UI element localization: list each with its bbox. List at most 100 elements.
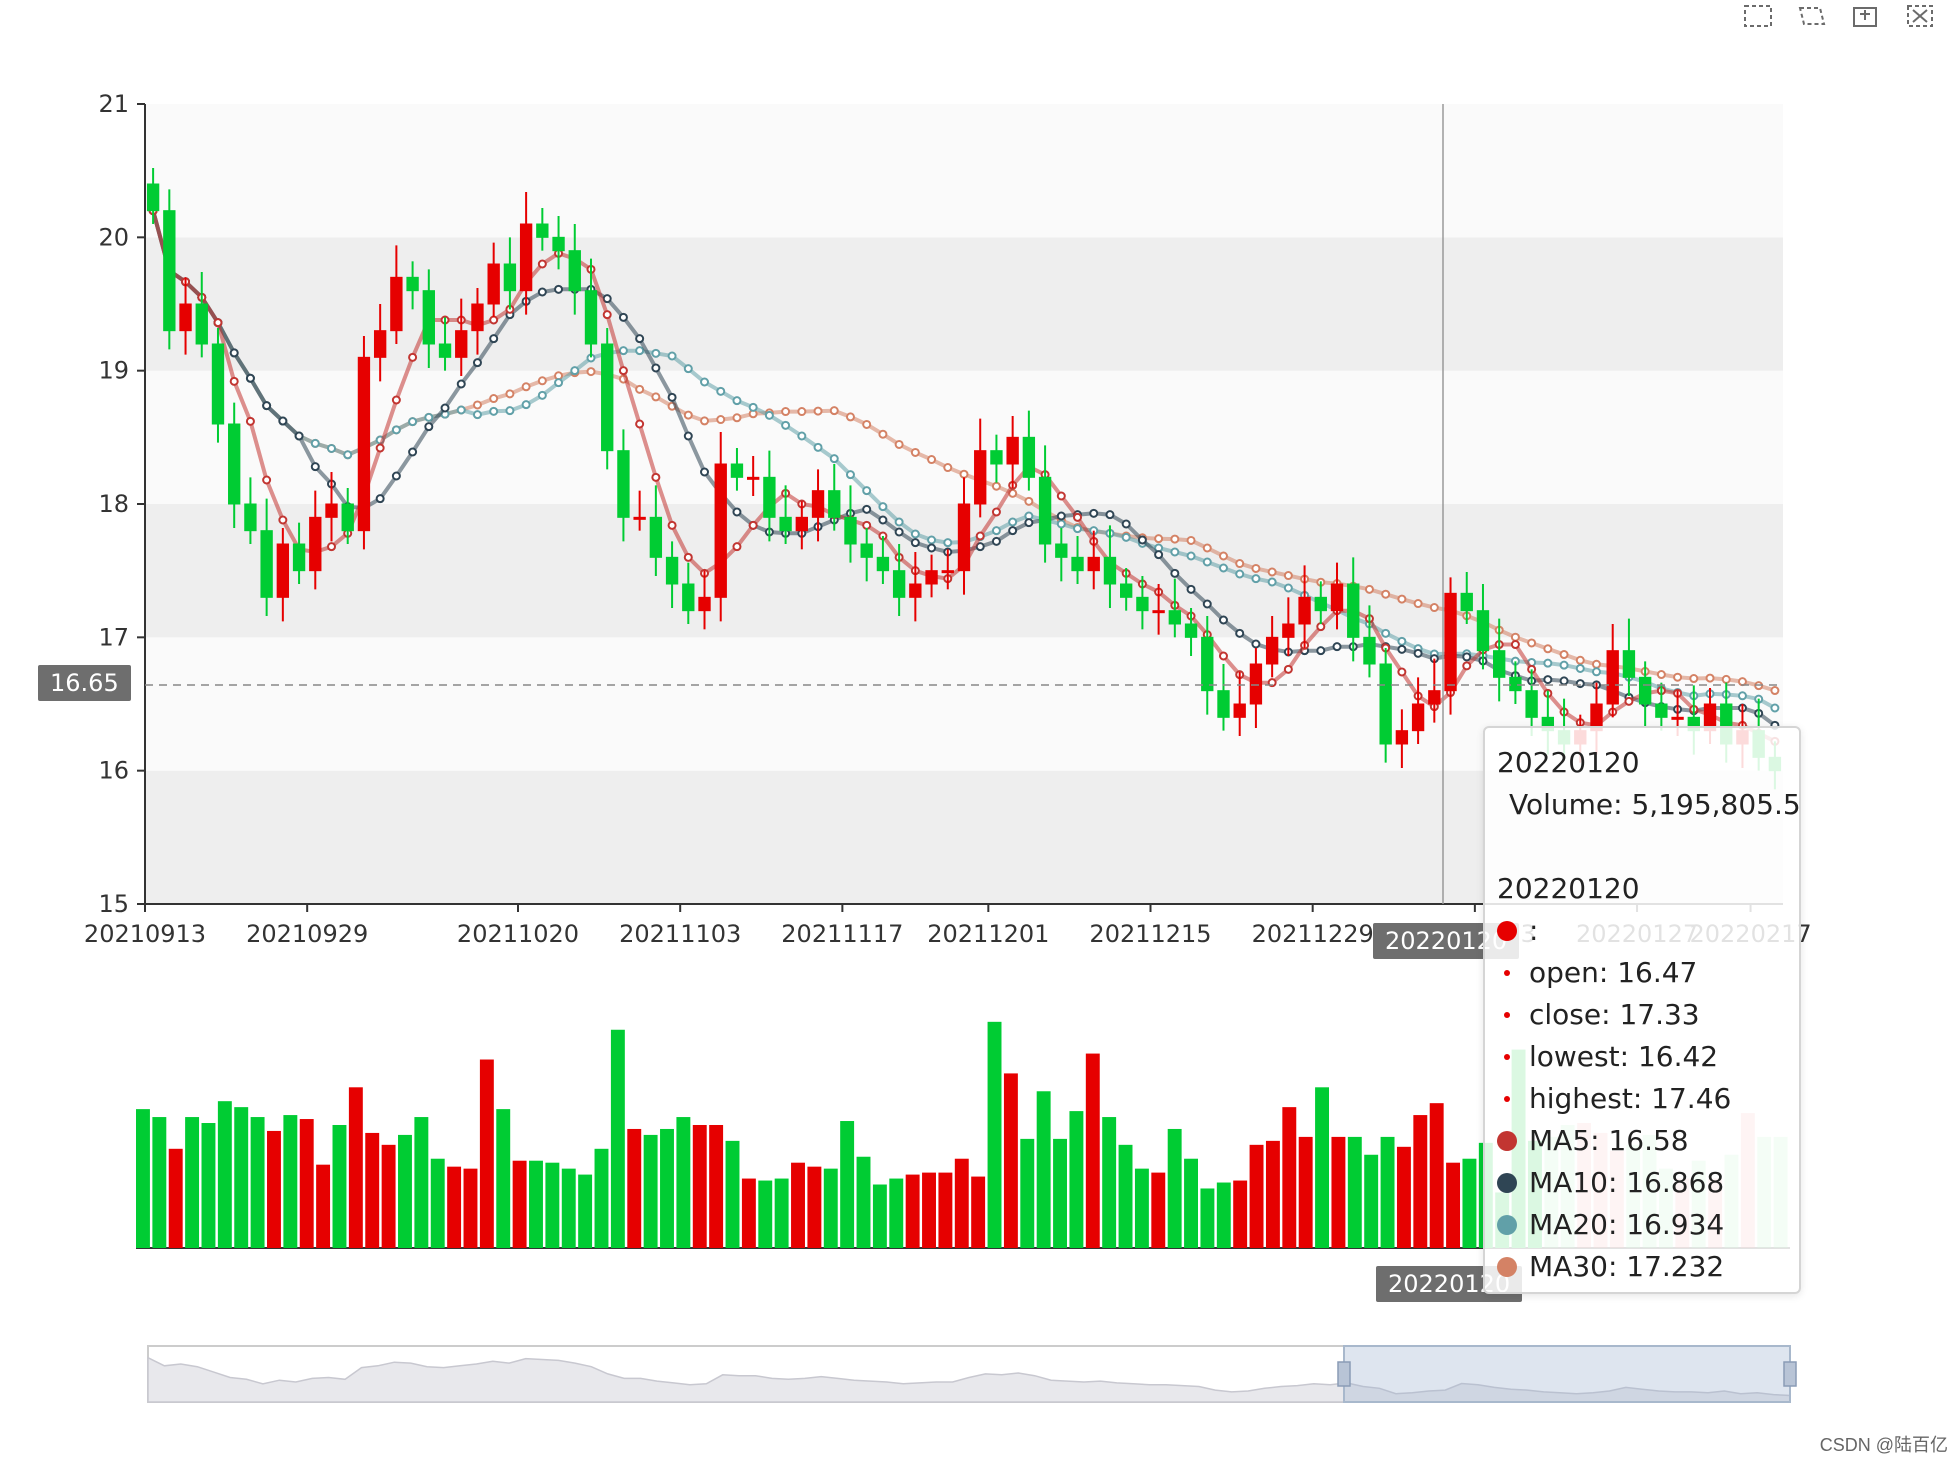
ma30-line-point: [683, 410, 693, 420]
volume-bar: [332, 1124, 347, 1248]
volume-bar: [922, 1172, 936, 1248]
volume-bar: [234, 1107, 249, 1248]
volume-bar: [872, 1184, 887, 1248]
tooltip-highest: highest: 17.46: [1529, 1082, 1732, 1115]
tooltip-ma5-row: MA5: 16.58: [1497, 1120, 1787, 1162]
candle-body: [1476, 610, 1490, 652]
candle-body: [1525, 690, 1538, 718]
candle-body: [746, 476, 760, 480]
ma30-line-point: [1251, 563, 1261, 573]
volume-bar: [1462, 1158, 1477, 1248]
volume-bar: [1380, 1136, 1395, 1248]
candle-body: [682, 583, 695, 612]
candle-body: [1233, 703, 1246, 718]
candle-body: [1152, 610, 1165, 614]
volume-bar: [987, 1021, 1002, 1248]
candle-body: [244, 503, 257, 532]
ma20-line-point: [408, 417, 418, 427]
ma5-line-point: [1624, 696, 1634, 706]
ma30-line-point: [1218, 551, 1228, 561]
ma20-line-point: [327, 443, 337, 453]
ma5-line-point: [489, 315, 499, 325]
candle-body: [1184, 623, 1198, 638]
candle-body: [390, 276, 403, 332]
ma5-line-point: [635, 419, 645, 429]
ma20-line-point: [310, 438, 320, 448]
ma20-line-point: [716, 386, 726, 396]
volume-bar: [267, 1130, 281, 1248]
candle-body: [195, 303, 208, 345]
ma5-line-point: [602, 310, 612, 320]
volume-bar: [1151, 1172, 1166, 1248]
ma20-line-point: [829, 454, 839, 464]
ma30-line-point: [651, 392, 661, 402]
ma20-line-point: [700, 377, 710, 387]
volume-bar: [463, 1168, 478, 1248]
volume-bar: [741, 1178, 756, 1248]
ma10-line-point: [554, 284, 564, 294]
ma10-line-point: [1413, 648, 1423, 658]
ma20-line-point: [472, 410, 482, 420]
volume-bar: [889, 1178, 904, 1248]
zoom-select-icon[interactable]: [1738, 0, 1778, 32]
restore-icon[interactable]: [1846, 0, 1886, 32]
candle-body: [163, 210, 176, 332]
volume-bar: [954, 1158, 969, 1248]
ma20-line-point: [813, 442, 823, 452]
y-tick-label: 19: [98, 357, 129, 385]
candle-body: [925, 570, 938, 585]
candle-body: [179, 303, 192, 332]
ma5-line-point: [683, 552, 693, 562]
ma10-line-point: [294, 431, 304, 441]
ma10-line-point: [667, 392, 677, 402]
ma20-line-point: [505, 406, 515, 416]
ma5-line-point: [975, 531, 985, 541]
tooltip-series-colon: :: [1529, 914, 1539, 947]
ma5-line-point: [1316, 622, 1326, 632]
ma5-line-point: [748, 520, 758, 530]
tooltip-ma20-row: MA20: 16.934: [1497, 1204, 1787, 1246]
candle-body: [228, 423, 241, 505]
volume-bar: [447, 1166, 462, 1248]
ma10-line-point: [1056, 511, 1066, 521]
datazoom-slider[interactable]: [147, 1345, 1797, 1403]
ma10-line-point: [683, 431, 693, 441]
ma20-line-point: [764, 410, 774, 420]
ma20-line-point: [1737, 691, 1747, 701]
volume-bar: [299, 1119, 314, 1248]
candle-body: [438, 343, 452, 358]
ma10-line-point: [456, 379, 466, 389]
candle-body: [828, 490, 841, 518]
ma10-line-point: [1235, 628, 1245, 638]
volume-bar: [1331, 1136, 1346, 1248]
volume-bar: [1216, 1182, 1231, 1248]
ma5-line-point: [862, 520, 872, 530]
volume-bar: [774, 1178, 789, 1248]
ma20-line-point: [1235, 569, 1245, 579]
clear-icon[interactable]: [1900, 0, 1940, 32]
volume-bar: [201, 1123, 216, 1248]
candle-body: [1671, 716, 1684, 720]
ma5-line-point: [245, 416, 255, 426]
tooltip-volume: Volume: 5,195,805.5: [1509, 788, 1801, 821]
ma20-line-point: [1202, 557, 1212, 567]
candle-body: [1347, 583, 1360, 638]
candle-body: [309, 516, 322, 572]
ma10-line-point: [375, 494, 385, 504]
ma20-line-point: [943, 538, 953, 548]
ma5-line-point: [1073, 512, 1083, 522]
ma30-line-point: [1397, 594, 1407, 604]
candle-body: [1071, 556, 1084, 572]
zoom-reset-icon[interactable]: [1792, 0, 1832, 32]
volume-bar: [430, 1158, 445, 1248]
ma20-line-point: [554, 378, 564, 388]
ma10-line-point: [262, 401, 272, 411]
tooltip-close-row: close: 17.33: [1497, 994, 1787, 1036]
volume-bar: [545, 1162, 560, 1248]
ma10-line-point: [245, 373, 255, 383]
candle-body: [763, 476, 776, 518]
ma20-line-point: [635, 346, 645, 356]
ma20-line-point: [1267, 577, 1277, 587]
volume-bar: [1102, 1117, 1117, 1248]
